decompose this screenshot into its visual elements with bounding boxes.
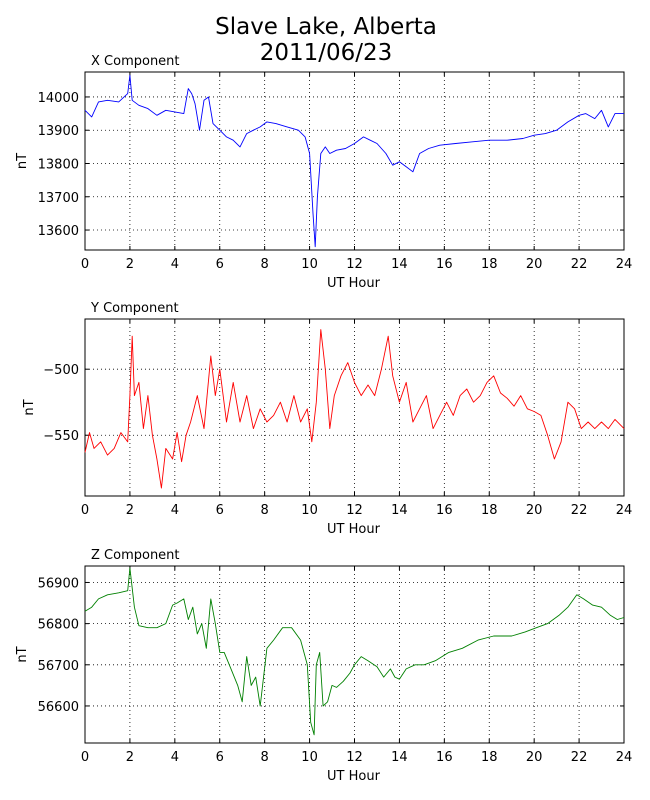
z-xtick-label: 14 — [391, 750, 408, 765]
z-xtick-label: 0 — [81, 750, 89, 765]
z-ytick-label: 56800 — [38, 618, 79, 633]
z-xtick-label: 22 — [571, 750, 588, 765]
z-xtick-label: 12 — [346, 750, 363, 765]
y-xtick-label: 8 — [261, 503, 269, 518]
x-xtick-label: 16 — [436, 257, 453, 272]
x-ytick-label: 13800 — [38, 157, 79, 172]
x-ytick-label: 14000 — [38, 91, 79, 106]
y-xtick-label: 2 — [126, 503, 134, 518]
y-series-line — [84, 329, 625, 489]
z-xtick-label: 6 — [216, 750, 224, 765]
x-xtick-label: 18 — [481, 257, 498, 272]
x-series-line — [84, 74, 624, 248]
x-subtitle: X Component — [91, 54, 180, 69]
z-component-panel: 0 2 4 6 8 10 12 14 16 18 20 22 245660056700568005690… — [15, 548, 632, 784]
z-xtick-label: 18 — [481, 750, 498, 765]
y-xtick-label: 22 — [571, 503, 588, 518]
z-xtick-label: 2 — [126, 750, 134, 765]
y-xtick-label: 18 — [481, 503, 498, 518]
z-xtick-label: 20 — [526, 750, 543, 765]
z-xtick-label: 24 — [616, 750, 633, 765]
x-xtick-label: 10 — [301, 257, 318, 272]
z-xtick-label: 8 — [261, 750, 269, 765]
z-xtick-label: 16 — [436, 750, 453, 765]
y-xtick-label: 12 — [346, 503, 363, 518]
y-xtick-label: 20 — [526, 503, 543, 518]
z-ylabel: nT — [15, 646, 30, 662]
y-xtick-label: 14 — [391, 503, 408, 518]
z-xtick-label: 4 — [171, 750, 179, 765]
z-ytick-label: 56900 — [38, 576, 79, 591]
y-xtick-label: 0 — [81, 503, 89, 518]
x-xlabel: UT Hour — [327, 276, 381, 291]
figure-title-line1: Slave Lake, Alberta — [215, 14, 437, 40]
x-ylabel: nT — [15, 153, 30, 169]
y-subtitle: Y Component — [90, 301, 179, 316]
x-xtick-label: 14 — [391, 257, 408, 272]
z-xtick-label: 10 — [301, 750, 318, 765]
y-ytick-label: −500 — [43, 363, 79, 378]
y-ylabel: nT — [22, 399, 37, 415]
y-ytick-label: −550 — [43, 429, 79, 444]
x-xtick-label: 22 — [571, 257, 588, 272]
figure-title-line2: 2011/06/23 — [260, 40, 393, 66]
y-xtick-label: 4 — [171, 503, 179, 518]
z-subtitle: Z Component — [91, 548, 180, 563]
x-ytick-label: 13700 — [38, 191, 79, 206]
x-xtick-label: 24 — [616, 257, 633, 272]
y-xtick-label: 16 — [436, 503, 453, 518]
z-series-line — [84, 567, 625, 736]
y-xlabel: UT Hour — [327, 522, 381, 537]
z-ytick-label: 56700 — [38, 659, 79, 674]
x-xtick-label: 20 — [526, 257, 543, 272]
x-xtick-label: 4 — [171, 257, 179, 272]
x-ytick-label: 13900 — [38, 124, 79, 139]
y-xtick-label: 10 — [301, 503, 318, 518]
x-xtick-label: 6 — [216, 257, 224, 272]
y-xtick-label: 24 — [616, 503, 633, 518]
x-xtick-label: 0 — [81, 257, 89, 272]
x-ytick-label: 13600 — [38, 224, 79, 239]
x-xtick-label: 8 — [261, 257, 269, 272]
x-xtick-label: 12 — [346, 257, 363, 272]
z-xlabel: UT Hour — [327, 769, 381, 784]
x-component-panel: 0 2 4 6 8 10 12 14 16 18 20 22 241360013700138001390… — [15, 54, 632, 291]
z-ytick-label: 56600 — [38, 700, 79, 715]
x-xtick-label: 2 — [126, 257, 134, 272]
y-xtick-label: 6 — [216, 503, 224, 518]
